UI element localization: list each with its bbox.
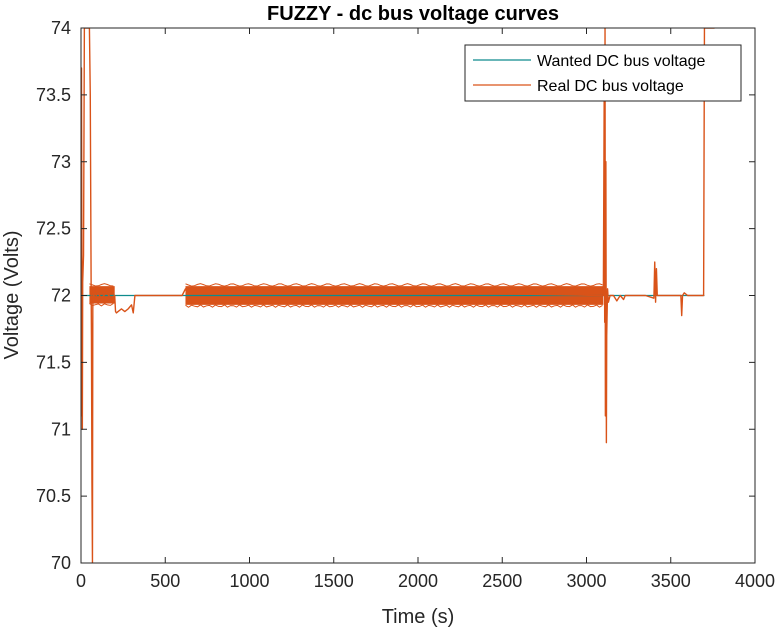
y-axis-ticks: 70 70.5 71 71.5 72 72.5 73 73.5 74	[36, 18, 755, 573]
legend-label-wanted: Wanted DC bus voltage	[537, 53, 705, 70]
x-tick-label: 3500	[651, 571, 691, 591]
x-tick-label: 3000	[566, 571, 606, 591]
y-axis-label: Voltage (Volts)	[1, 231, 23, 360]
x-tick-label: 1500	[314, 571, 354, 591]
x-tick-label: 2500	[482, 571, 522, 591]
legend-label-real: Real DC bus voltage	[537, 78, 684, 95]
legend: Wanted DC bus voltage Real DC bus voltag…	[464, 44, 742, 102]
x-tick-label: 2000	[398, 571, 438, 591]
x-tick-label: 0	[76, 571, 86, 591]
y-tick-label: 70	[51, 553, 71, 573]
real-voltage-line	[81, 28, 715, 563]
y-tick-label: 73.5	[36, 85, 71, 105]
x-tick-label: 4000	[735, 571, 775, 591]
x-tick-label: 500	[150, 571, 180, 591]
oscillation-band-fill	[89, 286, 115, 304]
legend-box	[464, 44, 742, 102]
oscillation-band-top-edge	[185, 283, 603, 287]
y-tick-label: 73	[51, 152, 71, 172]
x-axis-label: Time (s)	[382, 606, 455, 628]
x-axis-ticks: 0 500 1000 1500 2000 2500 3000 3500 4000	[76, 28, 775, 591]
chart-title: FUZZY - dc bus voltage curves	[267, 3, 559, 25]
y-tick-label: 71	[51, 419, 71, 439]
real-voltage-oscillation-band	[89, 283, 115, 307]
oscillation-band-bottom-edge	[185, 304, 603, 308]
y-tick-label: 70.5	[36, 486, 71, 506]
y-tick-label: 72	[51, 286, 71, 306]
y-tick-label: 72.5	[36, 219, 71, 239]
y-tick-label: 74	[51, 18, 71, 38]
x-tick-label: 1000	[229, 571, 269, 591]
series-layer	[81, 28, 715, 563]
oscillation-band-top-edge	[89, 283, 114, 287]
y-tick-label: 71.5	[36, 352, 71, 372]
